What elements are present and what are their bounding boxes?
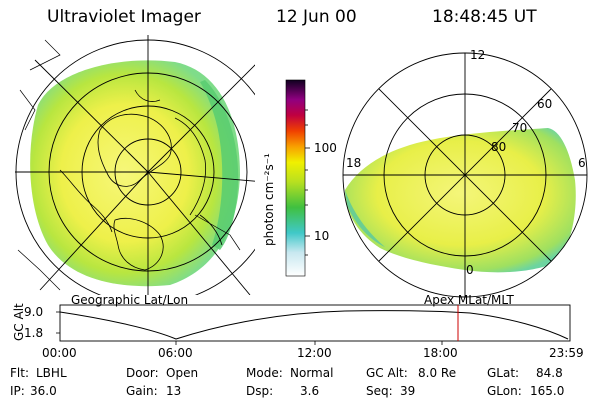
glat-label: GLat: — [487, 366, 520, 380]
mode-label: Mode: — [246, 366, 283, 380]
colorbar — [285, 79, 306, 277]
gcalt-value: 8.0 Re — [418, 366, 457, 380]
door-value: Open — [166, 366, 199, 380]
altitude-curve — [59, 310, 569, 340]
altitude-strip-frame — [59, 304, 571, 342]
altitude-tick-9: 9.0 — [24, 305, 44, 319]
date-label: 12 Jun 00 — [276, 7, 357, 27]
left-panel-title: Geographic Lat/Lon — [71, 293, 189, 307]
glon-label: GLon: — [487, 384, 522, 398]
glat-value: 84.8 — [536, 366, 563, 380]
seq-label: Seq: — [366, 384, 393, 398]
ip-label: IP: — [10, 384, 25, 398]
altitude-tick-1-8: 1.8 — [24, 326, 44, 340]
gcalt-label: GC Alt: — [366, 366, 408, 380]
polar-plot — [342, 52, 588, 298]
mlat-label-70: 70 — [512, 121, 528, 135]
ip-value: 36.0 — [30, 384, 57, 398]
time-tick-0600: 06:00 — [158, 346, 193, 360]
time-label: 18:48:45 UT — [432, 7, 537, 27]
app-title: Ultraviolet Imager — [47, 7, 201, 27]
mlt-label-0: 0 — [466, 263, 474, 277]
gain-value: 13 — [166, 384, 182, 398]
mlat-label-60: 60 — [537, 97, 553, 111]
mlt-label-12: 12 — [470, 48, 486, 62]
mlt-label-18: 18 — [346, 156, 362, 170]
time-tick-2359: 23:59 — [549, 346, 584, 360]
glon-value: 165.0 — [530, 384, 565, 398]
mlt-label-6: 6 — [578, 156, 586, 170]
time-tick-1200: 12:00 — [297, 346, 332, 360]
time-tick-0000: 00:00 — [42, 346, 77, 360]
colorbar-unit-label: photon cm⁻²s⁻¹ — [262, 153, 276, 246]
mlat-label-80: 80 — [491, 140, 507, 154]
aurora-emission-left — [30, 60, 241, 287]
gain-label: Gain: — [126, 384, 158, 398]
flt-label: Flt: — [10, 366, 29, 380]
mode-value: Normal — [290, 366, 334, 380]
time-tick-1800: 18:00 — [423, 346, 458, 360]
colorbar-tick-10: 10 — [314, 229, 330, 243]
right-panel-title: Apex MLat/MLT — [424, 293, 514, 307]
dsp-value: 3.6 — [300, 384, 320, 398]
flt-value: LBHL — [36, 366, 67, 380]
geographic-map — [15, 35, 255, 295]
seq-value: 39 — [400, 384, 416, 398]
dsp-label: Dsp: — [246, 384, 274, 398]
door-label: Door: — [126, 366, 159, 380]
colorbar-tick-100: 100 — [314, 141, 337, 155]
